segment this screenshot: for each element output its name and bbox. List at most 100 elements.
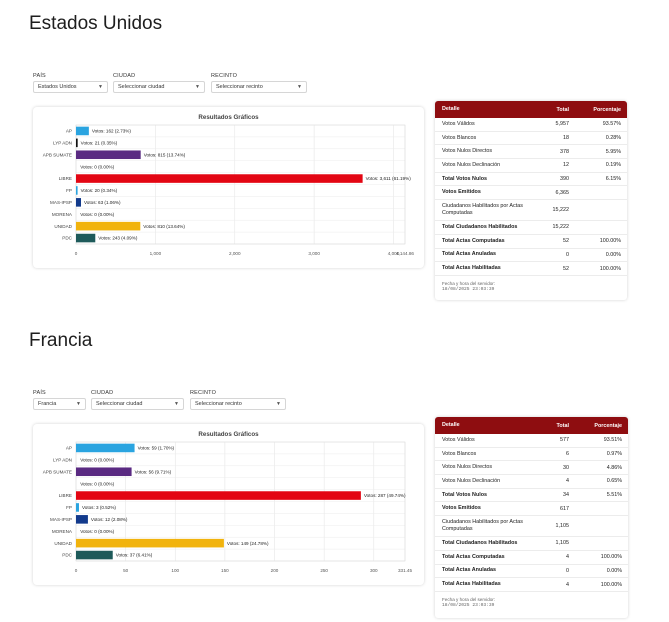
y-category-label: APB SUMATE: [43, 152, 72, 157]
bar-apb-sumate: [76, 467, 132, 477]
cell-porcentaje: 0.00%: [605, 251, 621, 258]
cell-total: 15,222: [552, 207, 570, 214]
bar-fp: [76, 186, 78, 195]
cell-total: 52: [563, 265, 569, 272]
table-row-votos-nulos-declinacion: Votos Nulos Declinación 12 0.19%: [435, 159, 627, 173]
cell-porcentaje: 100.00%: [600, 581, 622, 588]
ciudad-select[interactable]: Seleccionar ciudad ▼: [91, 398, 184, 410]
recinto-select[interactable]: Seleccionar recinto ▼: [211, 81, 307, 93]
header-detalle: Detalle: [442, 106, 460, 112]
y-category-label: LIBRE: [59, 493, 72, 498]
pais-select[interactable]: Francia ▼: [33, 398, 86, 410]
recinto-select-value: Seleccionar recinto: [195, 401, 242, 407]
y-category-label: MORENA: [52, 529, 73, 534]
bar-data-label: Votos: 63 (1.06%): [84, 200, 121, 205]
pais-select[interactable]: Estados Unidos ▼: [33, 81, 108, 93]
bar-data-label: Votos: 21 (0.35%): [81, 140, 118, 145]
chevron-down-icon: ▼: [174, 401, 179, 407]
cell-detalle: Total Votos Nulos: [442, 491, 488, 498]
ciudad-select[interactable]: Seleccionar ciudad ▼: [113, 81, 205, 93]
server-timestamp: Fecha y hora del servidor: 18/08/2025 23…: [435, 592, 628, 609]
table-row-total-actas-anuladas: Total Actas Anuladas 0 0.00%: [435, 565, 628, 579]
server-timestamp: Fecha y hora del servidor: 18/08/2025 23…: [435, 276, 627, 293]
cell-porcentaje: 0.19%: [605, 162, 621, 169]
cell-total: 12: [563, 162, 569, 169]
header-porcentaje: Porcentaje: [593, 106, 621, 113]
y-category-label: MAS-IPSP: [50, 517, 72, 522]
table-row-votos-nulos-directos: Votos Nulos Directos 30 4.86%: [435, 461, 628, 476]
results-chart-card: Resultados Gráficos 0 1,000 2,000 3,000 4,000…: [33, 107, 424, 268]
filter-pais-label: PAÍS: [33, 390, 46, 396]
filter-recinto-label: RECINTO: [211, 73, 238, 79]
cell-detalle: Total Actas Anuladas: [442, 567, 497, 574]
cell-detalle: Votos Nulos Declinación: [442, 161, 501, 168]
cell-total: 34: [563, 492, 569, 499]
bar-data-label: Votos: 59 (1.70%): [138, 446, 175, 451]
y-category-label: APB SUMATE: [43, 469, 72, 474]
cell-detalle: Votos Blancos: [442, 450, 477, 457]
cell-porcentaje: 0.00%: [606, 567, 622, 574]
plot-area: [75, 124, 406, 245]
cell-porcentaje: 100.00%: [599, 265, 621, 272]
cell-porcentaje: 5.51%: [606, 492, 622, 499]
table-body: Votos Válidos 577 93.51% Votos Blancos 6 0.97…: [435, 434, 628, 592]
bar-data-label: Votos: 287 (49.74%): [364, 493, 406, 498]
table-row-votos-blancos: Votos Blancos 6 0.97%: [435, 448, 628, 462]
x-tick-label: 150: [221, 568, 229, 573]
results-table: Detalle Total Porcentaje Votos Válidos 57…: [435, 417, 628, 618]
cell-detalle: Total Actas Computadas: [442, 553, 505, 560]
filter-pais-label: PAÍS: [33, 73, 46, 79]
cell-detalle: Votos Nulos Directos: [442, 148, 493, 155]
cell-porcentaje: 5.95%: [605, 148, 621, 155]
bar-libre: [76, 174, 363, 183]
bar-libre: [76, 491, 361, 500]
table-row-votos-emitidos: Votos Emitidos 617: [435, 502, 628, 517]
filter-ciudad-label: CIUDAD: [113, 73, 136, 79]
y-category-label: LYP ADN: [53, 140, 72, 145]
cell-porcentaje: 0.28%: [605, 135, 621, 142]
filter-pais: PAÍS Estados Unidos ▼: [33, 73, 108, 93]
x-tick-label: 300: [370, 568, 378, 573]
plot-area: [75, 441, 406, 562]
bar-data-label: Votos: 0 (0.00%): [80, 457, 114, 462]
filter-recinto-label: RECINTO: [190, 390, 217, 396]
chart-title: Resultados Gráficos: [198, 431, 259, 438]
cell-detalle: Total Actas Habilitadas: [442, 265, 501, 272]
bar-mas-ipsp: [76, 198, 82, 207]
cell-total: 4: [566, 581, 569, 588]
bar-lyp-adn: [76, 138, 78, 148]
cell-total: 378: [560, 148, 569, 155]
cell-detalle: Votos Nulos Directos: [442, 464, 493, 471]
table-row-total-actas-computadas: Total Actas Computadas 52 100.00%: [435, 235, 627, 249]
filter-ciudad: CIUDAD Seleccionar ciudad ▼: [113, 73, 205, 93]
cell-detalle: Total Ciudadanos Habilitados: [442, 223, 518, 230]
chevron-down-icon: ▼: [297, 84, 302, 90]
recinto-select[interactable]: Seleccionar recinto ▼: [190, 398, 286, 410]
country-section-estados-unidos: Estados Unidos PAÍS Estados Unidos ▼ CIU…: [0, 0, 669, 310]
filter-ciudad-label: CIUDAD: [91, 390, 114, 396]
y-category-label: FP: [66, 188, 72, 193]
cell-total: 6,365: [555, 189, 570, 196]
cell-total: 52: [563, 238, 569, 245]
filter-pais: PAÍS Francia ▼: [33, 390, 86, 410]
cell-porcentaje: 4.86%: [606, 464, 622, 471]
table-row-total-votos-nulos: Total Votos Nulos 390 6.15%: [435, 173, 627, 187]
cell-total: 4: [566, 478, 569, 485]
table-row-total-ciudadanos-habilitados: Total Ciudadanos Habilitados 15,222: [435, 221, 627, 235]
cell-porcentaje: 100.00%: [600, 554, 622, 561]
table-row-votos-blancos: Votos Blancos 18 0.28%: [435, 132, 627, 146]
cell-porcentaje: 0.65%: [606, 478, 622, 485]
bar-data-label: Votos: 243 (4.09%): [98, 236, 138, 241]
country-title: Francia: [29, 330, 93, 351]
chevron-down-icon: ▼: [98, 84, 103, 90]
cell-total: 617: [560, 505, 569, 512]
table-row-ciudadanos-habilitados-por-actas-computadas: Ciudadanos Habilitados por Actas Computa…: [435, 516, 628, 538]
bar-data-label: Votos: 37 (6.41%): [116, 553, 153, 558]
x-tick-label: 4,144.86: [396, 251, 414, 256]
y-category-label: MAS-IPSP: [50, 200, 72, 205]
bar-fp: [76, 503, 79, 512]
y-category-label: FP: [66, 505, 72, 510]
bar-data-label: Votos: 12 (2.08%): [91, 517, 128, 522]
cell-detalle: Ciudadanos Habilitados por Actas Computa…: [442, 519, 523, 533]
cell-detalle: Votos Blancos: [442, 134, 477, 141]
